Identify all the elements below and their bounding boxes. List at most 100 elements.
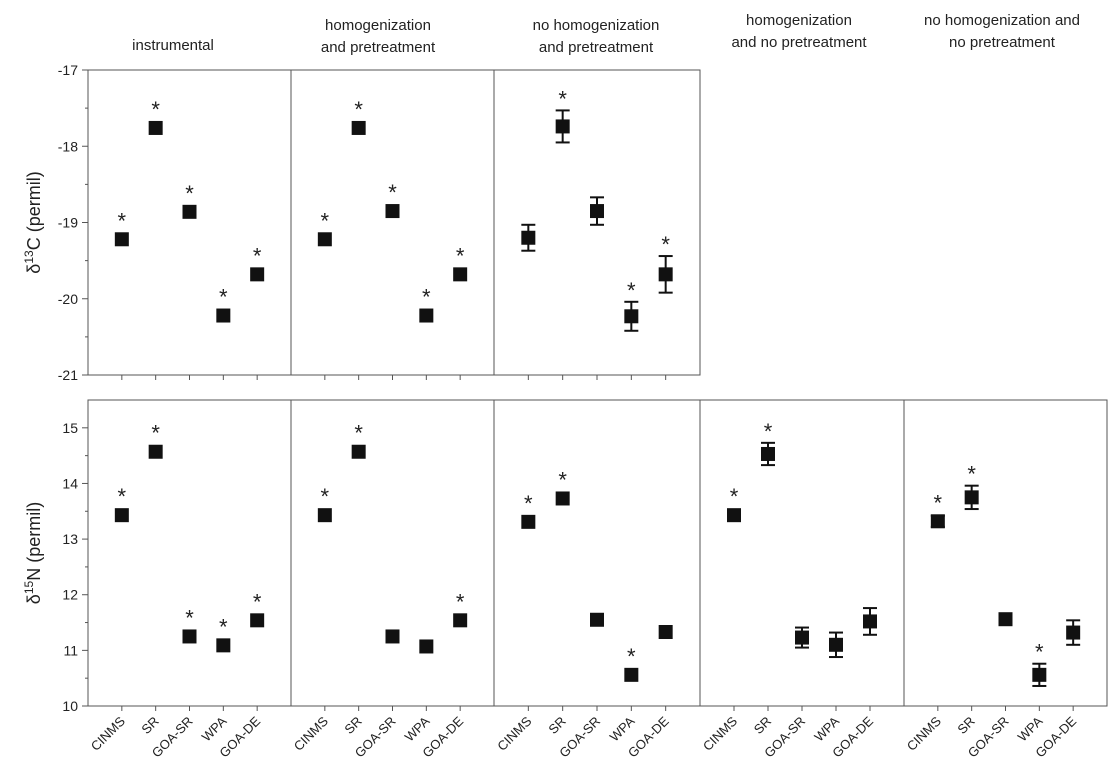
d13c-significance-marker: * (661, 232, 670, 257)
d15n-data-point (250, 613, 265, 628)
d15n-significance-marker: * (253, 589, 262, 614)
d15n-significance-marker: * (219, 614, 228, 639)
d15n-significance-marker: * (456, 589, 465, 614)
d15n-data-point (998, 612, 1013, 627)
d15n-xtick-label: WPA (811, 713, 842, 744)
panel-title-instrumental: instrumental (132, 37, 214, 54)
d15n-xtick-label: CINMS (88, 713, 128, 753)
d15n-significance-marker: * (934, 490, 943, 515)
d13c-significance-marker: * (219, 285, 228, 310)
d13c-data-point (182, 204, 197, 219)
d13c-data-point (216, 308, 231, 323)
d13c-data-point (317, 232, 332, 247)
d13c-significance-marker: * (321, 208, 330, 233)
d15n-significance-marker: * (151, 421, 160, 446)
d15n-data-point (216, 638, 231, 653)
d15n-ytick-label: 10 (62, 698, 78, 714)
d15n-xtick-label: WPA (199, 713, 230, 744)
d13c-significance-marker: * (253, 243, 262, 268)
d15n-data-point (351, 444, 366, 459)
d13c-data-point (114, 232, 129, 247)
d15n-significance-marker: * (558, 467, 567, 492)
d13c-data-point (250, 267, 265, 282)
d15n-data-point (182, 629, 197, 644)
d13c-data-point (419, 308, 434, 323)
d15n-ytick-label: 15 (62, 420, 78, 436)
d13c-data-point (658, 267, 673, 282)
d15n-xtick-label: SR (751, 714, 774, 737)
d15n-xtick-label: SR (138, 714, 161, 737)
d13c-frame (87, 69, 701, 376)
d15n-significance-marker: * (118, 484, 127, 509)
d13c-ylabel: δ13C (permil) (22, 171, 44, 273)
d15n-data-point (727, 508, 741, 523)
panel-title-homog-pretreat-line1: homogenization (325, 17, 431, 34)
d15n-xtick-label: WPA (402, 713, 433, 744)
d15n-ylabel: δ15N (permil) (22, 502, 44, 604)
d15n-data-point (795, 630, 809, 645)
d15n-data-point (1032, 667, 1047, 682)
d13c-data-point (385, 204, 400, 219)
d13c-significance-marker: * (558, 86, 567, 111)
d15n-xtick-label: CINMS (700, 713, 740, 753)
d13c-significance-marker: * (185, 181, 194, 206)
d13c-significance-marker: * (627, 278, 636, 303)
d13c-ytick-label: -20 (58, 291, 78, 307)
d15n-xtick-label: WPA (607, 713, 638, 744)
d13c-data-point (521, 230, 536, 245)
d15n-data-point (385, 629, 400, 644)
d15n-significance-marker: * (1035, 640, 1044, 665)
d15n-data-point (521, 514, 536, 529)
d15n-data-point (114, 508, 129, 523)
d15n-significance-marker: * (764, 419, 773, 444)
panel-title-nohomog-nopretreat-line2: no pretreatment (949, 34, 1056, 51)
d15n-significance-marker: * (524, 491, 533, 516)
d15n-significance-marker: * (730, 484, 739, 509)
d13c-ytick-label: -17 (58, 62, 78, 78)
d13c-data-point (351, 120, 366, 135)
d13c-ytick-label: -19 (58, 215, 78, 231)
d15n-data-point (964, 490, 979, 505)
panel-title-homog-pretreat-line2: and pretreatment (321, 39, 436, 56)
panel-title-nohomog-pretreat-line1: no homogenization (533, 17, 660, 34)
chart-rows: -21 -20 -19 -18 -17 δ13C (permil) * * * * * * * * * * * *… (22, 62, 1108, 760)
d15n-data-point (761, 446, 775, 461)
d13c-significance-marker: * (388, 180, 397, 205)
d15n-ytick-label: 14 (62, 475, 78, 491)
d13c-data-point (148, 120, 163, 135)
d13c-data-point (453, 267, 468, 282)
d13c-data-point (555, 119, 570, 134)
panel-title-nohomog-pretreat-line2: and pretreatment (539, 39, 654, 56)
d13c-data-point (624, 309, 639, 324)
d15n-xtick-label: CINMS (291, 713, 331, 753)
d15n-data-point (930, 514, 945, 529)
d15n-data-point (658, 625, 673, 640)
d13c-significance-marker: * (354, 97, 363, 122)
panel-titles: instrumental homogenization and pretreat… (132, 12, 1080, 56)
d15n-data-point (590, 612, 604, 627)
d15n-data-point (148, 444, 163, 459)
d13c-significance-marker: * (422, 285, 431, 310)
d15n-ytick-label: 11 (63, 642, 78, 658)
d15n-data-point (624, 667, 639, 682)
d15n-data-point (555, 491, 570, 506)
d15n-ytick-label: 12 (62, 587, 78, 603)
d15n-significance-marker: * (967, 462, 976, 487)
d13c-significance-marker: * (118, 208, 127, 233)
d13c-significance-marker: * (456, 243, 465, 268)
d15n-data-point (419, 639, 434, 654)
d15n-xtick-label: SR (545, 714, 568, 737)
d15n-xtick-label: SR (954, 714, 977, 737)
panel-title-nohomog-nopretreat-line1: no homogenization and (924, 12, 1080, 29)
panel-title-homog-nopretreat-line2: and no pretreatment (731, 34, 867, 51)
d15n-data-point (829, 637, 843, 652)
d15n-data-point (863, 614, 877, 629)
d15n-xtick-label: WPA (1015, 713, 1046, 744)
d15n-frame (87, 399, 1108, 707)
d15n-significance-marker: * (321, 484, 330, 509)
d15n-data-point (453, 613, 468, 628)
d15n-significance-marker: * (354, 421, 363, 446)
d15n-xtick-label: CINMS (904, 713, 944, 753)
